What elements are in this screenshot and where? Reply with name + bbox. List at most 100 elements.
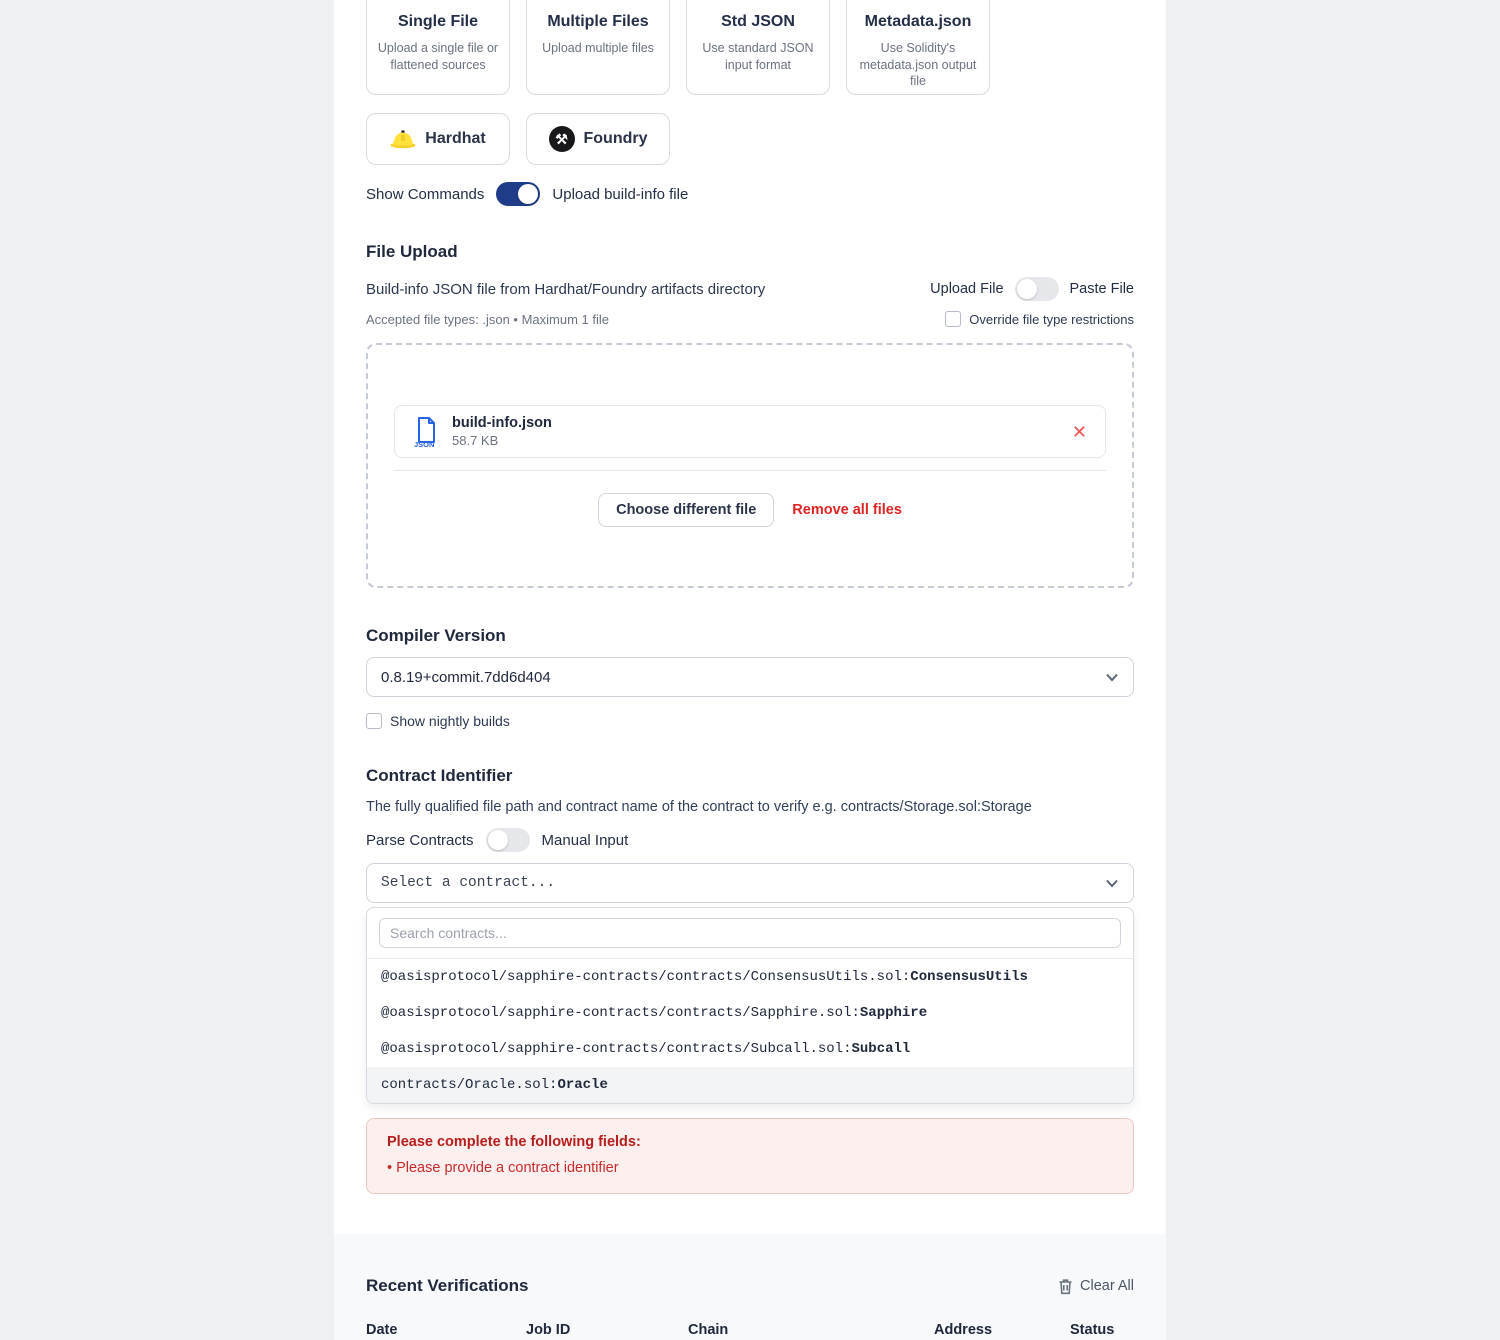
- parse-manual-toggle[interactable]: [485, 828, 530, 852]
- choose-different-file-button[interactable]: Choose different file: [598, 493, 775, 527]
- hardhat-button[interactable]: Hardhat: [366, 113, 510, 165]
- option-path: @oasisprotocol/sapphire-contracts/contra…: [381, 1041, 852, 1057]
- file-size: 58.7 KB: [452, 433, 499, 448]
- table-header-row: Date Job ID Chain Address Status: [366, 1322, 1134, 1340]
- remove-file-x-icon[interactable]: ✕: [1071, 421, 1087, 442]
- option-contract-name: ConsensusUtils: [910, 969, 1028, 985]
- accepted-file-types-text: Accepted file types: .json • Maximum 1 f…: [366, 311, 609, 327]
- column-header-chain: Chain: [688, 1322, 729, 1338]
- contract-dropdown-panel: @oasisprotocol/sapphire-contracts/contra…: [366, 907, 1134, 1104]
- card-title: Std JSON: [721, 13, 795, 30]
- hardhat-helmet-icon: [390, 130, 416, 149]
- toggle-knob: [487, 830, 508, 850]
- toggle-knob: [1016, 279, 1037, 299]
- paste-file-label: Paste File: [1069, 281, 1134, 297]
- contract-option-sapphire[interactable]: @oasisprotocol/sapphire-contracts/contra…: [367, 995, 1133, 1031]
- show-commands-label: Show Commands: [366, 185, 485, 203]
- trash-icon: [1059, 1278, 1072, 1294]
- compiler-version-heading: Compiler Version: [366, 626, 506, 645]
- foundry-button-label: Foundry: [583, 130, 648, 147]
- column-header-address: Address: [934, 1322, 993, 1338]
- error-title: Please complete the following fields:: [387, 1134, 641, 1150]
- show-commands-toggle[interactable]: [496, 182, 541, 206]
- column-header-date: Date: [366, 1322, 398, 1338]
- method-card-metadata-json[interactable]: Metadata.json Use Solidity's metadata.js…: [846, 0, 990, 95]
- clear-all-label: Clear All: [1080, 1278, 1134, 1294]
- show-nightly-builds-row[interactable]: Show nightly builds: [366, 713, 1134, 729]
- method-card-multiple-files[interactable]: Multiple Files Upload multiple files: [526, 0, 670, 95]
- contract-select[interactable]: Select a contract...: [366, 863, 1134, 903]
- contract-select-placeholder: Select a contract...: [381, 875, 556, 891]
- column-header-status: Status: [1070, 1322, 1115, 1338]
- override-restrictions-row[interactable]: Override file type restrictions: [945, 311, 1134, 327]
- recent-verifications-table: Date Job ID Chain Address Status 11:34 A…: [366, 1322, 1134, 1340]
- card-description: Use Solidity's metadata.json output file: [859, 41, 977, 88]
- option-path: @oasisprotocol/sapphire-contracts/contra…: [381, 969, 911, 985]
- contract-option-oracle[interactable]: contracts/Oracle.sol: Oracle: [367, 1067, 1133, 1103]
- drop-zone-actions: Choose different file Remove all files: [394, 493, 1106, 527]
- chevron-down-icon: [1106, 879, 1118, 888]
- nightly-builds-checkbox[interactable]: [366, 713, 382, 729]
- recent-verifications-panel: Recent Verifications Clear All Date Job …: [334, 1234, 1166, 1340]
- validation-error-box: Please complete the following fields: • …: [366, 1118, 1134, 1194]
- override-checkbox[interactable]: [945, 311, 962, 327]
- override-checkbox-label: Override file type restrictions: [969, 311, 1134, 327]
- file-upload-description: Build-info JSON file from Hardhat/Foundr…: [366, 280, 766, 298]
- json-file-icon: JSON: [414, 416, 435, 448]
- framework-buttons: Hardhat ⚒ Foundry: [366, 113, 1134, 165]
- option-contract-name: Oracle: [557, 1077, 608, 1093]
- toggle-knob: [518, 184, 539, 204]
- contract-option-subcall[interactable]: @oasisprotocol/sapphire-contracts/contra…: [367, 1031, 1133, 1067]
- error-item: • Please provide a contract identifier: [387, 1160, 619, 1176]
- remove-all-files-button[interactable]: Remove all files: [792, 502, 902, 518]
- card-description: Use standard JSON input format: [702, 41, 814, 72]
- recent-verifications-header: Recent Verifications Clear All: [366, 1276, 1134, 1296]
- contract-search-input[interactable]: [379, 918, 1121, 948]
- file-upload-desc-row: Build-info JSON file from Hardhat/Foundr…: [366, 277, 1134, 301]
- upload-paste-mode-group: Upload File Paste File: [930, 277, 1134, 301]
- option-path: contracts/Oracle.sol:: [381, 1077, 558, 1093]
- foundry-anvil-icon: ⚒: [548, 126, 575, 152]
- chevron-down-icon: [1106, 673, 1118, 682]
- method-card-std-json[interactable]: Std JSON Use standard JSON input format: [686, 0, 830, 95]
- spacer: [366, 1194, 1134, 1234]
- file-upload-meta-row: Accepted file types: .json • Maximum 1 f…: [366, 311, 1134, 327]
- card-title: Multiple Files: [547, 13, 649, 30]
- parse-contracts-label: Parse Contracts: [366, 831, 474, 849]
- parse-contracts-row: Parse Contracts Manual Input: [366, 828, 1134, 852]
- svg-text:JSON: JSON: [414, 440, 434, 448]
- contract-identifier-heading: Contract Identifier: [366, 766, 513, 785]
- file-info: build-info.json 58.7 KB: [452, 415, 1059, 448]
- card-title: Metadata.json: [864, 13, 972, 30]
- verification-page: Single File Upload a single file or flat…: [334, 0, 1166, 1340]
- option-path: @oasisprotocol/sapphire-contracts/contra…: [381, 1005, 860, 1021]
- option-contract-name: Subcall: [851, 1041, 911, 1057]
- card-description: Upload multiple files: [542, 41, 654, 55]
- recent-verifications-heading: Recent Verifications: [366, 1276, 529, 1295]
- contract-option-consensusutils[interactable]: @oasisprotocol/sapphire-contracts/contra…: [367, 959, 1133, 995]
- clear-all-button[interactable]: Clear All: [1058, 1278, 1134, 1295]
- contract-identifier-description: The fully qualified file path and contra…: [366, 799, 1032, 815]
- foundry-button[interactable]: ⚒ Foundry: [526, 113, 670, 165]
- file-name: build-info.json: [452, 415, 552, 431]
- compiler-version-select[interactable]: 0.8.19+commit.7dd6d404: [366, 657, 1134, 697]
- upload-paste-toggle[interactable]: [1014, 277, 1059, 301]
- hardhat-button-label: Hardhat: [425, 130, 486, 147]
- option-contract-name: Sapphire: [859, 1005, 928, 1021]
- nightly-builds-label: Show nightly builds: [390, 713, 510, 729]
- verification-method-cards: Single File Upload a single file or flat…: [366, 0, 1134, 95]
- card-description: Upload a single file or flattened source…: [377, 41, 499, 72]
- manual-input-label: Manual Input: [541, 831, 629, 849]
- file-drop-zone[interactable]: JSON build-info.json 58.7 KB ✕ Choose di…: [366, 343, 1134, 588]
- contract-search-wrap: [367, 908, 1133, 959]
- method-card-single-file[interactable]: Single File Upload a single file or flat…: [366, 0, 510, 95]
- file-upload-heading: File Upload: [366, 242, 458, 261]
- upload-build-info-label: Upload build-info file: [552, 185, 689, 203]
- column-header-job-id: Job ID: [526, 1322, 571, 1338]
- file-list-divider: [394, 470, 1106, 471]
- upload-file-label: Upload File: [930, 281, 1004, 297]
- card-title: Single File: [397, 13, 478, 30]
- uploaded-file-item: JSON build-info.json 58.7 KB ✕: [394, 405, 1106, 458]
- show-commands-row: Show Commands Upload build-info file: [366, 182, 1134, 206]
- compiler-version-value: 0.8.19+commit.7dd6d404: [381, 668, 551, 686]
